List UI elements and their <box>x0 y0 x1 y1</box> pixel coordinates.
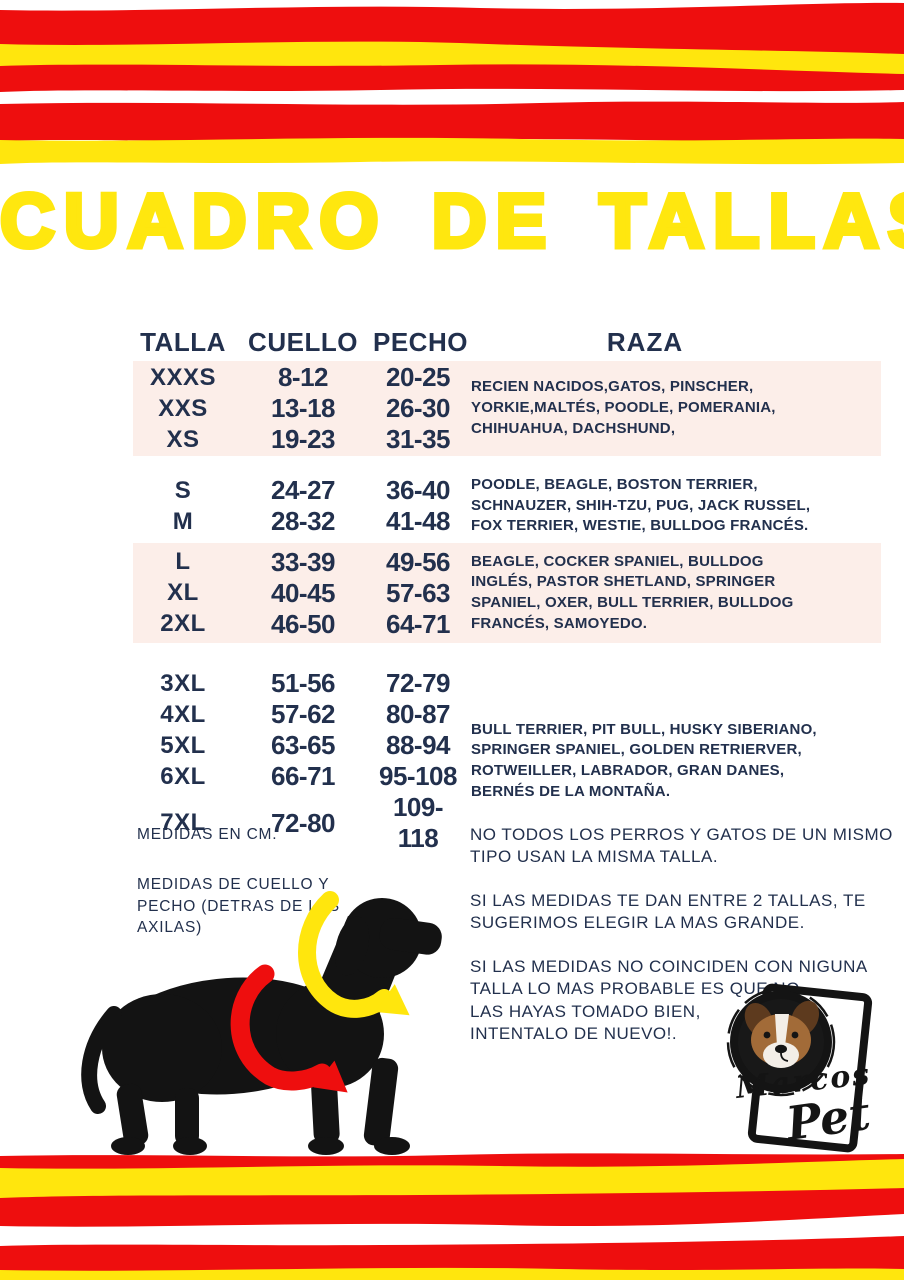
cuello-value: 46-50 <box>271 608 336 639</box>
raza-cell: BULL TERRIER, PIT BULL, HUSKY SIBERIANO,… <box>463 676 881 846</box>
table-row: L 33-39 49-56 <box>133 547 463 578</box>
talla-value: 2XL <box>160 610 206 637</box>
talla-value: XXXS <box>149 363 217 391</box>
units-note: MEDIDAS EN CM. <box>137 826 278 843</box>
logo-name-bottom: Pet <box>781 1086 874 1151</box>
raza-text: BULL TERRIER, PIT BULL, HUSKY SIBERIANO,… <box>471 720 817 800</box>
table-row: 2XL 46-50 64-71 <box>133 609 463 640</box>
yellow-stripe <box>0 1159 904 1198</box>
pecho-value: 26-30 <box>386 393 451 423</box>
table-row: S 24-27 36-40 <box>133 475 463 506</box>
pecho-value: 95-108 <box>379 761 457 791</box>
talla-value: 4XL <box>160 700 206 728</box>
dog-measurement-illustration <box>81 891 442 1155</box>
talla-value: 6XL <box>160 762 206 790</box>
cuello-value: 66-71 <box>271 761 336 791</box>
talla-value: L <box>175 548 191 575</box>
pecho-value: 57-63 <box>386 577 451 608</box>
red-stripe <box>0 101 904 142</box>
cuello-value: 19-23 <box>271 424 336 454</box>
yellow-stripe <box>0 1267 904 1280</box>
pecho-value: 41-48 <box>386 506 451 536</box>
yellow-stripe <box>0 41 904 74</box>
logo-circle <box>726 987 836 1097</box>
cuello-value: 51-56 <box>271 668 336 698</box>
cuello-value: 28-32 <box>271 506 336 536</box>
table-header-grid: TALLA CUELLO PECHO <box>133 326 468 358</box>
table-row: 7XL 72-80 109-118 <box>133 792 463 854</box>
table-row: 4XL 57-62 80-87 <box>133 699 463 730</box>
pecho-value: 49-56 <box>386 546 451 577</box>
raza-cell: BEAGLE, COCKER SPANIEL, BULLDOG INGLÉS, … <box>463 543 881 643</box>
talla-value: XS <box>166 425 200 453</box>
page-title: CUADRO DE TALLAS <box>0 177 904 267</box>
top-stripes-decoration <box>0 2 904 165</box>
talla-value: XXS <box>158 394 208 422</box>
pecho-value: 80-87 <box>386 699 451 729</box>
size-group-3xl-7xl: 3XL 51-56 72-79 4XL 57-62 80-87 5XL 63-6… <box>133 668 881 853</box>
table-row: 6XL 66-71 95-108 <box>133 761 463 792</box>
talla-value: S <box>174 476 192 504</box>
size-rows: S 24-27 36-40 M 28-32 41-48 <box>133 468 463 544</box>
size-group-s-m: S 24-27 36-40 M 28-32 41-48 POODLE, BEAG… <box>133 468 881 544</box>
raza-text: POODLE, BEAGLE, BOSTON TERRIER, SCHNAUZE… <box>471 475 811 535</box>
pecho-value: 31-35 <box>386 424 451 454</box>
cuello-value: 8-12 <box>277 362 329 392</box>
sizing-tips: NO TODOS LOS PERROS Y GATOS DE UN MISMO … <box>470 824 902 1067</box>
pecho-value: 109-118 <box>392 792 444 853</box>
table-row: 3XL 51-56 72-79 <box>133 668 463 699</box>
talla-value: 5XL <box>160 731 206 759</box>
measure-hint-note: MEDIDAS DE CUELLO Y PECHO (DETRAS DE LAS… <box>137 876 340 937</box>
size-rows: 3XL 51-56 72-79 4XL 57-62 80-87 5XL 63-6… <box>133 668 463 853</box>
cuello-value: 57-62 <box>271 699 336 729</box>
raza-text: BEAGLE, COCKER SPANIEL, BULLDOG INGLÉS, … <box>471 552 794 632</box>
yellow-stripe <box>0 137 904 165</box>
pecho-value: 20-25 <box>386 362 451 392</box>
cuello-value: 24-27 <box>271 475 336 505</box>
table-row: M 28-32 41-48 <box>133 506 463 537</box>
raza-cell: RECIEN NACIDOS,GATOS, PINSCHER, YORKIE,M… <box>463 361 881 456</box>
size-group-l-2xl: L 33-39 49-56 XL 40-45 57-63 2XL 46-50 6… <box>133 543 881 643</box>
table-header-row: TALLA CUELLO PECHO RAZA <box>133 324 881 360</box>
pecho-value: 88-94 <box>386 730 451 760</box>
dog-silhouette-icon <box>81 898 442 1155</box>
cuello-value: 40-45 <box>271 577 336 608</box>
talla-value: M <box>172 507 194 535</box>
brand-logo: Marcos Pet <box>726 983 874 1153</box>
column-header-raza: RAZA <box>606 326 684 357</box>
pecho-value: 64-71 <box>386 608 451 639</box>
pecho-value: 72-79 <box>386 668 451 698</box>
size-rows: L 33-39 49-56 XL 40-45 57-63 2XL 46-50 6… <box>133 543 463 643</box>
neck-measure-arrow-icon <box>298 891 410 1018</box>
cuello-value: 63-65 <box>271 730 336 760</box>
white-stripe <box>0 1214 904 1246</box>
size-rows: XXXS 8-12 20-25 XXS 13-18 26-30 XS 19-23… <box>133 361 463 456</box>
column-header-talla: TALLA <box>140 326 226 357</box>
talla-value: 7XL <box>160 809 206 836</box>
chest-measure-arrow-icon <box>230 964 348 1093</box>
talla-value: 3XL <box>160 669 206 697</box>
tip-same-size: NO TODOS LOS PERROS Y GATOS DE UN MISMO … <box>470 825 893 867</box>
raza-cell: POODLE, BEAGLE, BOSTON TERRIER, SCHNAUZE… <box>463 468 881 544</box>
table-row: XS 19-23 31-35 <box>133 424 463 455</box>
puppy-face-icon <box>744 1000 820 1068</box>
bottom-stripes-decoration <box>0 1153 904 1280</box>
tip-between-sizes: SI LAS MEDIDAS TE DAN ENTRE 2 TALLAS, TE… <box>470 890 866 933</box>
pecho-value: 36-40 <box>386 475 451 505</box>
raza-text: RECIEN NACIDOS,GATOS, PINSCHER, YORKIE,M… <box>471 378 776 437</box>
cuello-value: 33-39 <box>271 546 336 577</box>
column-header-pecho: PECHO <box>373 326 468 357</box>
table-row: 5XL 63-65 88-94 <box>133 730 463 761</box>
talla-value: XL <box>167 579 199 606</box>
tip-remeasure: SI LAS MEDIDAS NO COINCIDEN CON NIGUNA T… <box>470 956 868 1044</box>
cuello-value: 13-18 <box>271 393 336 423</box>
table-row: XL 40-45 57-63 <box>133 578 463 609</box>
table-row: XXXS 8-12 20-25 <box>133 362 463 393</box>
cuello-value: 72-80 <box>271 807 336 838</box>
column-header-cuello: CUELLO <box>248 326 358 357</box>
table-row: XXS 13-18 26-30 <box>133 393 463 424</box>
size-group-xxxs-xs: XXXS 8-12 20-25 XXS 13-18 26-30 XS 19-23… <box>133 361 881 456</box>
